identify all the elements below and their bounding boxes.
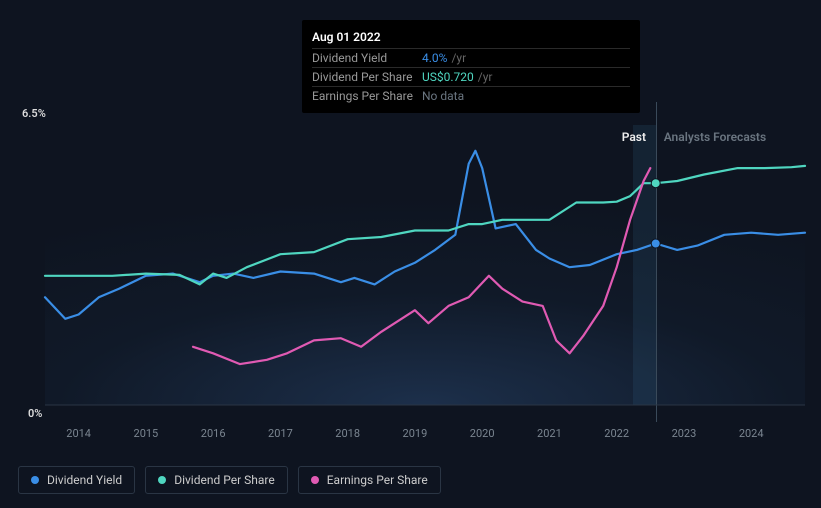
tooltip-row-unit: /yr — [478, 70, 493, 84]
legend: Dividend Yield Dividend Per Share Earnings… — [18, 466, 441, 494]
tooltip-row-value: US$0.720 — [422, 70, 474, 84]
forecast-shade — [633, 125, 655, 405]
tooltip-row-label: Earnings Per Share — [312, 89, 422, 103]
tooltip-row: Earnings Per ShareNo data — [312, 86, 630, 105]
chart-container: Past Analysts Forecasts 6.5% 0% Aug 01 2… — [0, 0, 821, 460]
legend-item[interactable]: Dividend Yield — [18, 466, 135, 494]
cursor-line[interactable] — [656, 102, 657, 422]
x-tick: 2021 — [537, 427, 562, 440]
x-tick: 2022 — [604, 427, 629, 440]
x-tick: 2023 — [672, 427, 697, 440]
legend-item[interactable]: Earnings Per Share — [298, 466, 441, 494]
legend-dot — [158, 476, 166, 484]
tooltip: Aug 01 2022 Dividend Yield4.0%/yrDividen… — [302, 20, 640, 113]
legend-item[interactable]: Dividend Per Share — [145, 466, 288, 494]
forecast-label: Analysts Forecasts — [664, 130, 766, 144]
legend-label: Dividend Per Share — [174, 473, 275, 487]
tooltip-date: Aug 01 2022 — [312, 28, 630, 48]
tooltip-row-value: 4.0% — [422, 51, 447, 65]
tooltip-row: Dividend Per ShareUS$0.720/yr — [312, 67, 630, 86]
x-tick: 2015 — [134, 427, 159, 440]
x-tick: 2018 — [335, 427, 360, 440]
x-tick: 2017 — [268, 427, 293, 440]
legend-dot — [31, 476, 39, 484]
legend-label: Earnings Per Share — [327, 473, 428, 487]
x-tick: 2024 — [739, 427, 764, 440]
plot-background — [45, 125, 805, 405]
x-axis: 2014 2015 2016 2017 2018 2019 2020 2021 2022 2023… — [0, 427, 821, 447]
y-axis-min: 0% — [28, 407, 42, 420]
legend-dot — [311, 476, 319, 484]
x-tick: 2020 — [470, 427, 495, 440]
y-axis-max: 6.5% — [22, 107, 46, 120]
legend-label: Dividend Yield — [47, 473, 122, 487]
past-label: Past — [622, 130, 646, 144]
x-tick: 2019 — [403, 427, 428, 440]
tooltip-row-label: Dividend Yield — [312, 51, 422, 65]
x-tick: 2016 — [201, 427, 226, 440]
tooltip-row-value: No data — [422, 89, 464, 103]
tooltip-row-unit: /yr — [451, 51, 466, 65]
x-tick: 2014 — [66, 427, 91, 440]
tooltip-row-label: Dividend Per Share — [312, 70, 422, 84]
tooltip-row: Dividend Yield4.0% /yr — [312, 48, 630, 67]
